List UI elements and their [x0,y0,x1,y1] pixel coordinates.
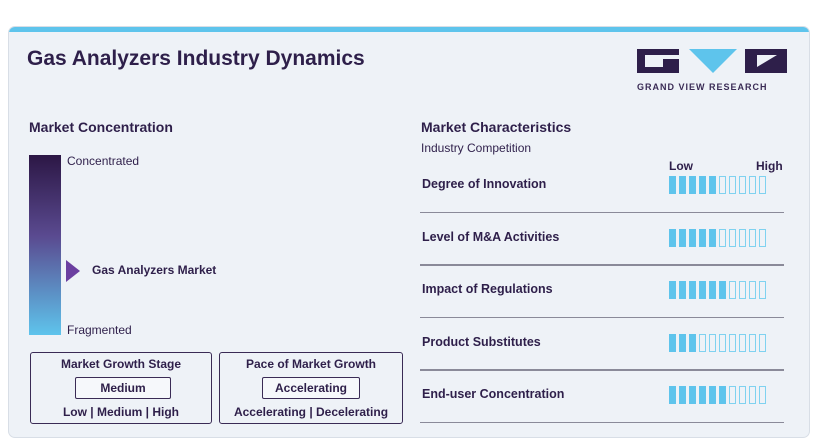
rating-segment-empty [729,228,736,247]
rating-segment-empty [729,333,736,352]
market-position-label: Gas Analyzers Market [92,263,217,277]
characteristic-label: End-user Concentration [422,387,565,401]
rating-segment-empty [749,386,756,404]
growth-stage-box: Market Growth Stage Medium Low | Medium … [30,352,212,424]
row-divider [420,211,784,213]
characteristic-label: Level of M&A Activities [422,229,560,244]
rating-segment-empty [739,333,746,352]
rating-segment-empty [699,333,706,352]
growth-stage-scale: Low | Medium | High [62,405,180,419]
growth-pace-scale: Accelerating | Decelerating [233,405,389,419]
rating-segment-filled [709,228,716,247]
scale-low-label: Low [669,159,693,173]
card-accent-bar [9,27,809,32]
rating-segment-filled [679,333,686,352]
rating-segment-filled [699,386,706,404]
rating-segment-filled [679,281,686,299]
market-concentration-heading: Market Concentration [29,119,173,135]
rating-segment-filled [689,281,696,299]
rating-segment-filled [679,176,686,194]
rating-segment-filled [699,176,706,194]
rating-segment-filled [679,228,686,247]
rating-segment-filled [669,281,676,299]
rating-segment-filled [719,281,726,299]
characteristic-label: Product Substitutes [422,334,541,349]
row-divider [420,316,784,318]
rating-segment-filled [669,176,676,194]
characteristic-row: Level of M&A Activities [420,216,784,266]
rating-segment-empty [709,333,716,352]
rating-segment-empty [739,176,746,194]
growth-pace-title: Pace of Market Growth [245,357,377,371]
rating-segment-empty [729,281,736,299]
characteristic-row: End-user Concentration [420,373,784,423]
growth-pace-value: Accelerating [262,377,360,399]
rating-segment-empty [759,176,766,194]
page-title: Gas Analyzers Industry Dynamics [27,47,365,70]
rating-segment-empty [739,386,746,404]
grand-view-research-logo: GRAND VIEW RESEARCH [637,49,787,95]
rating-segment-empty [749,228,756,247]
rating-segment-filled [709,386,716,404]
characteristic-row: Impact of Regulations [420,268,784,318]
rating-segment-empty [719,228,726,247]
rating-segment-filled [699,281,706,299]
rating-segment-filled [709,176,716,194]
row-divider [420,421,784,423]
rating-segment-filled [719,386,726,404]
rating-segment-empty [759,281,766,299]
row-divider [420,264,784,266]
concentrated-label: Concentrated [67,154,140,168]
growth-pace-box: Pace of Market Growth Accelerating Accel… [219,352,403,424]
rating-segment-empty [759,386,766,404]
rating-segment-filled [669,386,676,404]
characteristic-label: Impact of Regulations [422,282,553,296]
scale-high-label: High [756,159,783,173]
industry-competition-subheading: Industry Competition [421,141,532,155]
rating-segment-empty [749,333,756,352]
rating-segment-empty [749,176,756,194]
market-position-pointer-icon [66,260,80,282]
rating-segment-empty [739,281,746,299]
rating-segment-empty [729,386,736,404]
rating-segment-empty [719,176,726,194]
rating-segment-empty [729,176,736,194]
logo-text: GRAND VIEW RESEARCH [637,82,768,92]
characteristic-row: Product Substitutes [420,321,784,371]
characteristic-row: Degree of Innovation [420,163,784,213]
rating-segment-filled [709,281,716,299]
rating-segment-filled [669,333,676,352]
rating-segment-filled [679,386,686,404]
rating-segment-empty [749,281,756,299]
concentration-gradient-bar [29,155,61,335]
rating-segment-filled [689,333,696,352]
dynamics-card: Gas Analyzers Industry Dynamics GRAND VI… [9,27,809,437]
rating-segment-filled [689,176,696,194]
row-divider [420,369,784,371]
market-characteristics-heading: Market Characteristics [421,119,572,135]
fragmented-label: Fragmented [67,323,132,337]
rating-segment-filled [689,228,696,247]
rating-segment-empty [759,228,766,247]
rating-segment-empty [739,228,746,247]
characteristic-label: Degree of Innovation [422,177,547,191]
rating-segment-empty [719,333,726,352]
rating-segment-filled [699,228,706,247]
growth-stage-title: Market Growth Stage [60,357,182,371]
rating-segment-empty [759,333,766,352]
logo-mark-icon [637,49,787,73]
rating-segment-filled [689,386,696,404]
rating-segment-filled [669,228,676,247]
growth-stage-value: Medium [75,377,171,399]
